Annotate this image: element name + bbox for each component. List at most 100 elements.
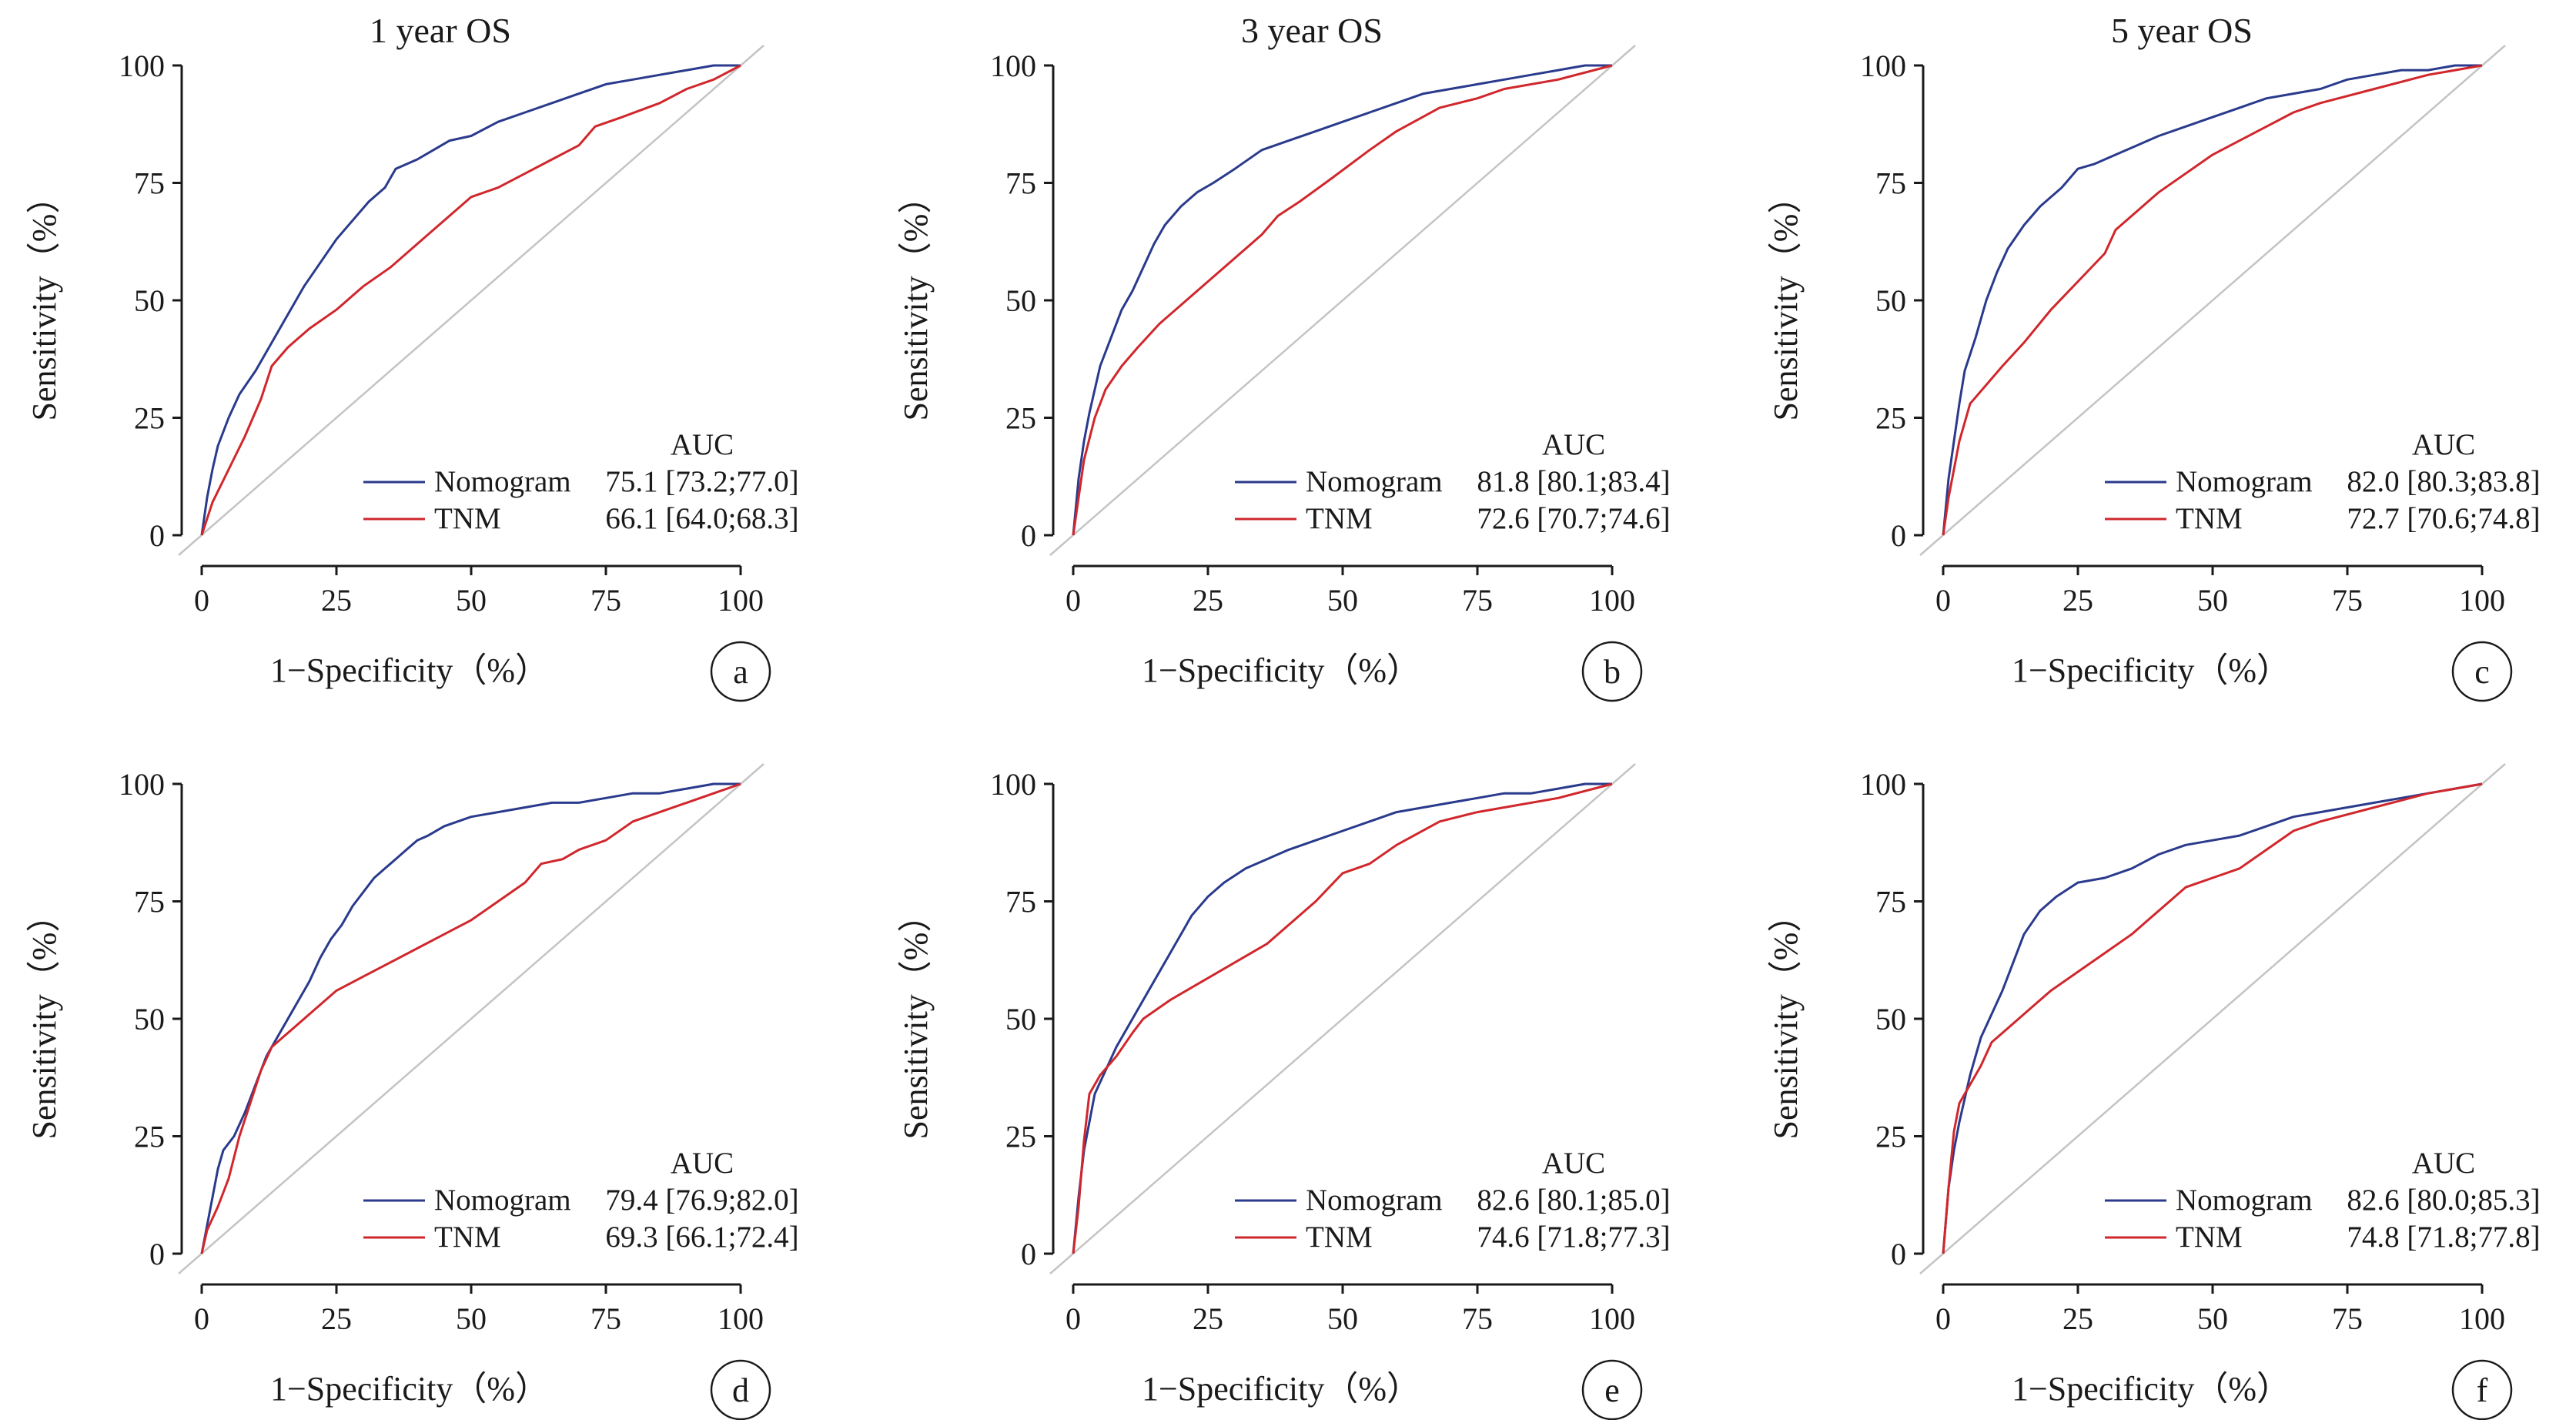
legend-label: Nomogram (1306, 465, 1443, 498)
x-tick-label: 50 (2197, 583, 2228, 618)
y-tick-label: 25 (1875, 1120, 1906, 1154)
series-line-tnm (200, 64, 741, 536)
y-tick-label: 100 (990, 49, 1036, 83)
legend-auc: 74.8 [71.8;77.8] (2347, 1221, 2540, 1254)
legend-auc: 81.8 [80.1;83.4] (1477, 465, 1670, 498)
panel-letter: d (732, 1371, 749, 1409)
y-tick-label: 0 (1021, 518, 1036, 553)
legend-label: Nomogram (2176, 465, 2313, 498)
y-tick-label: 25 (1005, 401, 1036, 436)
panel-letter-circle (2451, 1359, 2513, 1420)
legend-label: TNM (2176, 1221, 2243, 1254)
panel-letter-circle (710, 1359, 771, 1420)
x-tick-label: 100 (718, 1301, 764, 1336)
x-tick-label: 100 (718, 583, 764, 618)
y-tick-label: 25 (1005, 1120, 1036, 1154)
series-line-nomogram (1072, 64, 1612, 536)
panel-letter-circle (2451, 641, 2513, 702)
x-tick-label: 25 (321, 1301, 352, 1336)
series-line-nomogram (1942, 64, 2482, 536)
series-line-tnm (1942, 64, 2483, 536)
x-axis-label: 1−Specificity（%） (2012, 651, 2290, 689)
legend-auc: 72.7 [70.6;74.8] (2347, 502, 2540, 535)
legend-label: Nomogram (2176, 1184, 2313, 1217)
x-tick-label: 100 (2459, 583, 2505, 618)
x-tick-label: 75 (590, 583, 621, 618)
y-tick-label: 100 (119, 767, 165, 802)
y-tick-label: 100 (119, 49, 165, 83)
x-tick-label: 75 (1462, 583, 1493, 618)
panel-letter: a (733, 653, 748, 691)
x-tick-label: 25 (321, 583, 352, 618)
x-tick-label: 0 (194, 583, 209, 618)
y-tick-label: 100 (1860, 767, 1906, 802)
roc-panel-f: 00 25 25 50 50 75 75 100 100 1−Specificity（%） Sens… (1767, 763, 2541, 1420)
y-tick-label: 50 (1005, 283, 1036, 318)
y-axis-label: Sensitivity（%） (25, 180, 63, 421)
series-line-tnm (1072, 64, 1613, 536)
legend-auc: 79.4 [76.9;82.0] (605, 1184, 798, 1217)
y-axis-label: Sensitivity（%） (25, 899, 63, 1140)
x-tick-label: 25 (1193, 1301, 1223, 1336)
series-line-tnm (200, 782, 741, 1254)
y-tick-label: 50 (1875, 283, 1906, 318)
panel-title: 3 year OS (1241, 11, 1383, 50)
legend-auc: 82.6 [80.1;85.0] (1477, 1184, 1670, 1217)
y-tick-label: 25 (134, 401, 165, 436)
x-tick-label: 0 (1935, 583, 1951, 618)
y-tick-label: 50 (1005, 1002, 1036, 1037)
x-tick-label: 50 (1327, 1301, 1358, 1336)
x-axis-label: 1−Specificity（%） (1142, 651, 1420, 689)
x-axis-label: 1−Specificity（%） (2012, 1370, 2290, 1408)
x-tick-label: 0 (1066, 583, 1081, 618)
series-line-nomogram (1942, 782, 2483, 1254)
legend-label: TNM (1306, 1221, 1373, 1254)
x-tick-label: 50 (2197, 1301, 2228, 1336)
series-line-tnm (1072, 782, 1613, 1254)
x-tick-label: 25 (1193, 583, 1223, 618)
x-tick-label: 75 (590, 1301, 621, 1336)
series-line-nomogram (200, 64, 741, 536)
x-tick-label: 50 (1327, 583, 1358, 618)
series-line-nomogram (200, 782, 741, 1254)
legend-label: TNM (2176, 502, 2243, 535)
x-tick-label: 0 (1066, 1301, 1081, 1336)
y-tick-label: 50 (134, 283, 165, 318)
legend-auc: 74.6 [71.8;77.3] (1477, 1221, 1670, 1254)
legend-header: AUC (1542, 428, 1605, 461)
panel-title: 5 year OS (2111, 11, 2253, 50)
reference-diagonal (1919, 45, 2506, 556)
y-tick-label: 50 (1875, 1002, 1906, 1037)
x-tick-label: 50 (456, 1301, 487, 1336)
reference-diagonal (1919, 763, 2506, 1274)
panel-letter-circle (1581, 1359, 1643, 1420)
y-tick-label: 25 (134, 1120, 165, 1154)
y-tick-label: 50 (134, 1002, 165, 1037)
y-tick-label: 25 (1875, 401, 1906, 436)
y-tick-label: 75 (1005, 885, 1036, 919)
y-axis-label: Sensitivity（%） (897, 899, 935, 1140)
legend-auc: 66.1 [64.0;68.3] (605, 502, 798, 535)
y-tick-label: 0 (1021, 1237, 1036, 1271)
legend-label: TNM (434, 1221, 501, 1254)
x-axis-label: 1−Specificity（%） (1142, 1370, 1420, 1408)
y-axis-label: Sensitivity（%） (897, 180, 935, 421)
y-tick-label: 100 (990, 767, 1036, 802)
y-tick-label: 75 (1875, 166, 1906, 201)
x-tick-label: 100 (1589, 1301, 1635, 1336)
y-axis-label: Sensitivity（%） (1767, 180, 1805, 421)
x-tick-label: 25 (2062, 1301, 2093, 1336)
legend-auc: 82.6 [80.0;85.3] (2347, 1184, 2540, 1217)
roc-panel-b: 3 year OS 00 25 25 50 50 75 75 100 100 1−Specifici… (897, 11, 1671, 702)
roc-panel-c: 5 year OS 00 25 25 50 50 75 75 100 100 1−Specifici… (1767, 11, 2541, 702)
y-tick-label: 75 (1005, 166, 1036, 201)
x-tick-label: 75 (2332, 583, 2363, 618)
y-axis-label: Sensitivity（%） (1767, 899, 1805, 1140)
roc-panel-e: 00 25 25 50 50 75 75 100 100 1−Specificity（%） Sens… (897, 763, 1671, 1420)
legend-label: Nomogram (434, 1184, 571, 1217)
legend-label: Nomogram (434, 465, 571, 498)
panel-letter: e (1604, 1371, 1620, 1409)
x-tick-label: 100 (2459, 1301, 2505, 1336)
roc-panel-a: 1 year OS 00 25 25 50 50 75 75 100 100 1−Specifici… (25, 11, 799, 702)
y-tick-label: 0 (1891, 518, 1906, 553)
